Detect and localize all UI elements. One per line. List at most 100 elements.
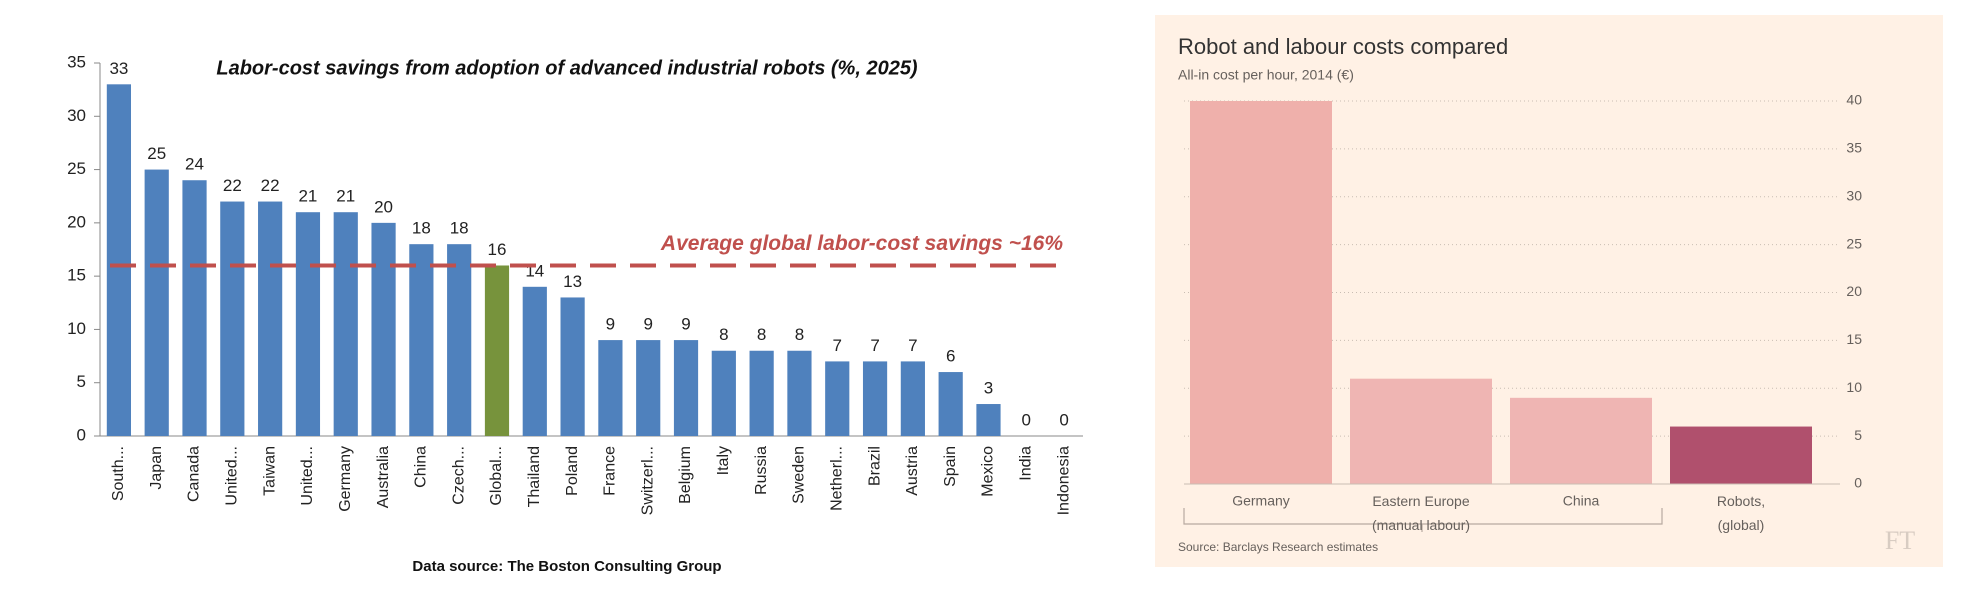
x-tick-label: Eastern Europe (manual labour) bbox=[1372, 493, 1470, 533]
y-tick-label: 15 bbox=[67, 266, 86, 285]
x-tick-label: Russia bbox=[753, 446, 770, 495]
x-tick-label: Switzerl... bbox=[639, 446, 656, 515]
x-tick-label: Netherl... bbox=[828, 446, 845, 511]
bar bbox=[825, 361, 850, 436]
bar bbox=[295, 212, 321, 436]
y-tick-label: 20 bbox=[67, 212, 86, 231]
bar bbox=[409, 244, 434, 436]
label-line: (global) bbox=[1718, 517, 1765, 533]
data-label: 8 bbox=[757, 325, 766, 344]
bar bbox=[1510, 397, 1652, 484]
data-label: 0 bbox=[1059, 410, 1068, 429]
y-tick-label: 35 bbox=[1846, 140, 1862, 156]
x-tick-label: Global... bbox=[488, 446, 505, 506]
y-tick-label: 30 bbox=[1846, 187, 1862, 203]
bar bbox=[787, 350, 812, 436]
x-tick-label: China bbox=[1563, 493, 1600, 509]
x-tick-label: Robots, (global) bbox=[1717, 493, 1765, 533]
data-label: 16 bbox=[488, 240, 507, 259]
y-tick-label: 30 bbox=[67, 106, 86, 125]
bar bbox=[711, 350, 736, 436]
bar bbox=[1350, 378, 1492, 484]
x-tick-label: Germany bbox=[337, 446, 354, 512]
data-label: 7 bbox=[908, 336, 917, 355]
bar bbox=[220, 201, 245, 436]
data-label: 9 bbox=[606, 315, 615, 334]
y-tick-label: 15 bbox=[1846, 331, 1862, 347]
bar bbox=[484, 265, 510, 436]
y-tick-label: 0 bbox=[77, 425, 86, 444]
y-tick-label: 25 bbox=[1846, 235, 1862, 251]
bar bbox=[1670, 426, 1812, 484]
label-line: (manual labour) bbox=[1372, 517, 1470, 533]
data-label: 7 bbox=[833, 336, 842, 355]
bar bbox=[333, 212, 358, 436]
bar bbox=[749, 350, 774, 436]
bar bbox=[1190, 101, 1332, 484]
bar bbox=[862, 361, 888, 436]
label-line: Robots, bbox=[1717, 493, 1765, 509]
x-tick-label: Czech... bbox=[450, 446, 467, 505]
data-label: 7 bbox=[870, 336, 879, 355]
data-label: 13 bbox=[563, 272, 582, 291]
x-tick-label: Canada bbox=[186, 446, 203, 502]
x-tick-label: France bbox=[602, 446, 619, 496]
label-line: Eastern Europe bbox=[1372, 493, 1469, 509]
bar bbox=[598, 340, 623, 436]
y-tick-label: 5 bbox=[77, 372, 86, 391]
y-tick-label: 10 bbox=[1846, 379, 1862, 395]
x-tick-label: Spain bbox=[942, 446, 959, 487]
data-label: 3 bbox=[984, 379, 993, 398]
bar bbox=[371, 222, 396, 436]
data-label: 8 bbox=[795, 325, 804, 344]
bar bbox=[636, 340, 661, 436]
data-label: 21 bbox=[298, 187, 317, 206]
bar bbox=[182, 180, 207, 436]
data-label: 8 bbox=[719, 325, 728, 344]
y-tick-label: 10 bbox=[67, 319, 86, 338]
source: Data source: The Boston Consulting Group bbox=[412, 558, 721, 575]
x-tick-label: Australia bbox=[375, 446, 392, 508]
bar bbox=[560, 297, 585, 436]
bar bbox=[900, 361, 925, 436]
y-tick-label: 25 bbox=[67, 159, 86, 178]
x-tick-label: Sweden bbox=[791, 446, 808, 504]
data-label: 6 bbox=[946, 347, 955, 366]
y-tick-label: 35 bbox=[67, 52, 86, 71]
bracket bbox=[1183, 508, 1663, 532]
x-tick-label: Thailand bbox=[526, 446, 543, 507]
data-label: 0 bbox=[1022, 410, 1031, 429]
bar bbox=[106, 84, 132, 437]
x-tick-label: Japan bbox=[148, 446, 165, 490]
x-tick-label: Belgium bbox=[677, 446, 694, 504]
reference-label: Average global labor-cost savings ~16% bbox=[660, 232, 1063, 255]
bar bbox=[976, 404, 1001, 436]
x-tick-label: Mexico bbox=[980, 446, 997, 497]
chart-title: Robot and labour costs compared bbox=[1178, 34, 1508, 59]
y-tick-label: 0 bbox=[1854, 475, 1862, 491]
chart-subtitle: All-in cost per hour, 2014 (€) bbox=[1178, 67, 1354, 83]
x-tick-label: South... bbox=[110, 446, 127, 501]
x-tick-label: India bbox=[1018, 446, 1035, 481]
data-label: 18 bbox=[450, 219, 469, 238]
data-label: 9 bbox=[643, 315, 652, 334]
x-tick-label: Germany bbox=[1232, 493, 1290, 509]
chart-title: Labor-cost savings from adoption of adva… bbox=[216, 57, 918, 79]
x-tick-label: Italy bbox=[715, 446, 732, 475]
bar bbox=[673, 340, 699, 436]
logo: FT bbox=[1885, 526, 1915, 555]
y-tick-label: 20 bbox=[1846, 283, 1862, 299]
data-label: 22 bbox=[223, 176, 242, 195]
x-tick-label: China bbox=[413, 446, 430, 488]
data-label: 9 bbox=[681, 315, 690, 334]
data-label: 33 bbox=[109, 59, 128, 78]
data-label: 22 bbox=[261, 176, 280, 195]
source: Source: Barclays Research estimates bbox=[1178, 540, 1378, 554]
x-tick-label: Austria bbox=[904, 446, 921, 496]
data-label: 21 bbox=[336, 187, 355, 206]
x-tick-label: United... bbox=[224, 446, 241, 506]
x-tick-label: Indonesia bbox=[1055, 446, 1072, 515]
data-label: 20 bbox=[374, 197, 393, 216]
bar bbox=[522, 286, 547, 436]
